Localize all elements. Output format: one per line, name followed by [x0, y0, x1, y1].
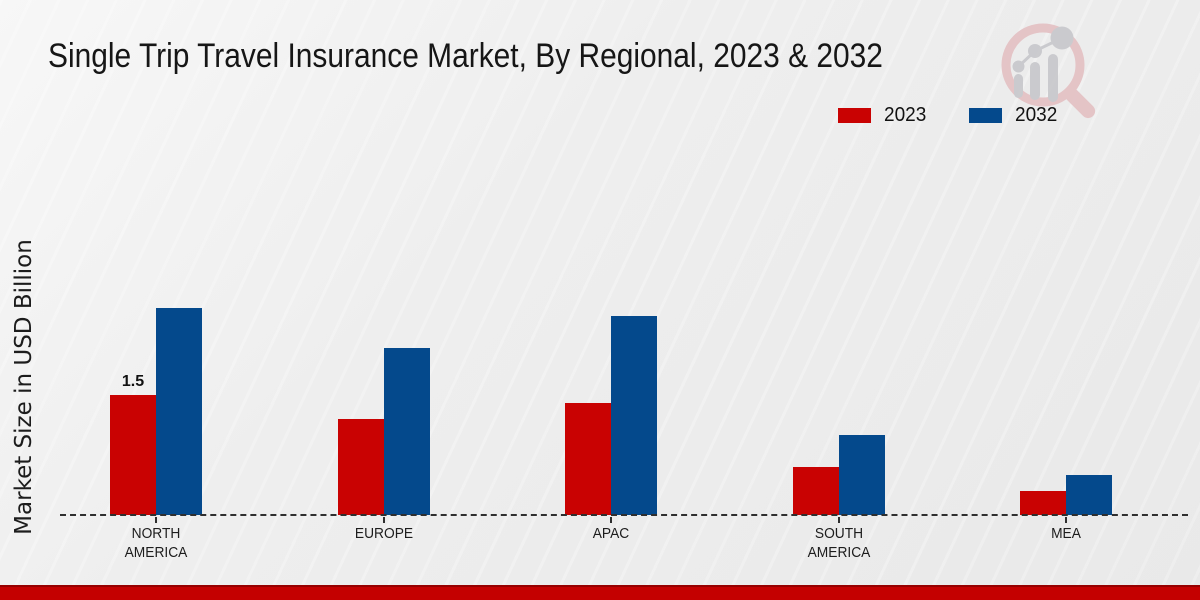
x-axis-tick [610, 517, 612, 523]
x-tick-label: NORTH AMERICA [124, 526, 188, 561]
x-tick-label: APAC [592, 526, 630, 542]
bar-2032-north-america [156, 308, 202, 515]
x-tick-label: EUROPE [354, 526, 413, 542]
bar-2023-south-america [792, 467, 839, 515]
x-axis-tick [1065, 517, 1067, 523]
footer-accent-bar [0, 585, 1200, 600]
x-axis-tick [382, 517, 385, 523]
magnifier-growth-chart-icon [1001, 23, 1096, 119]
bar-2032-apac [611, 316, 657, 515]
bar-2032-south-america [838, 435, 885, 515]
bar-value-label: 1.5 [121, 373, 145, 390]
brand-logo [985, 22, 1103, 122]
legend-swatch-2032 [968, 107, 1002, 123]
x-axis-tick [155, 517, 157, 523]
legend-swatch-2023 [838, 107, 871, 123]
x-tick-label: SOUTH AMERICA [807, 526, 870, 561]
bar-2032-europe [383, 348, 430, 515]
bar-2032-mea [1066, 475, 1112, 515]
legend: 2023 2032 [838, 103, 1059, 127]
bar-2023-europe [337, 419, 384, 515]
x-tick-label: MEA [1051, 526, 1081, 542]
chart-title: Single Trip Travel Insurance Market, By … [48, 37, 883, 75]
legend-label-2032: 2032 [1014, 103, 1057, 126]
x-axis-line [60, 514, 1188, 516]
bar-2023-mea [1020, 491, 1066, 515]
bar-2023-apac [565, 403, 611, 515]
legend-label-2023: 2023 [884, 103, 927, 126]
x-axis-tick [837, 517, 840, 523]
bar-2023-north-america [110, 395, 156, 515]
